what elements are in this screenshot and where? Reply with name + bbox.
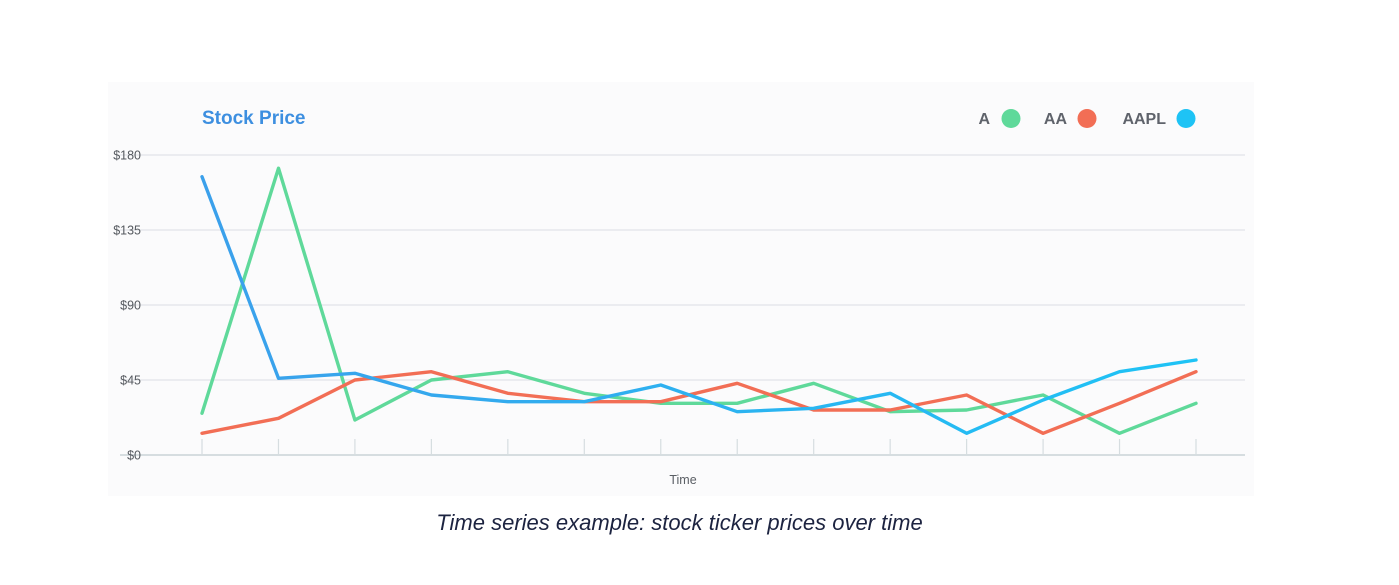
legend-swatch [1077,109,1097,128]
y-tick-label: $180 [113,149,141,163]
legend-item-aapl: AAPL [1122,109,1196,128]
legend-label: AAPL [1122,111,1166,128]
stock-price-chart: $0$45$90$135$180 Stock Price A AA AAPL Tim… [108,82,1254,496]
x-axis-ticks [201,439,1197,455]
legend: A AA AAPL [978,109,1196,128]
y-tick-label: $135 [113,224,141,238]
legend-item-a: A [978,109,1021,128]
y-tick-label: $0 [127,449,141,463]
series-line-a [200,166,1198,435]
series-lines [200,166,1198,435]
y-tick-label: $90 [120,299,141,313]
y-tick-label: $45 [120,374,141,388]
series-line-aapl [200,174,1198,435]
legend-label: A [978,111,990,128]
legend-label: AA [1044,111,1068,128]
x-axis-label: Time [669,473,696,487]
chart-panel [108,82,1254,496]
figure-caption: Time series example: stock ticker prices… [436,510,923,535]
grid-lines [120,154,1245,381]
legend-swatch [1001,109,1021,128]
chart-title: Stock Price [202,108,306,129]
legend-item-aa: AA [1044,109,1097,128]
legend-swatch [1176,109,1196,128]
y-axis-tick-labels: $0 $45 $90 $135 $180 [113,149,141,463]
